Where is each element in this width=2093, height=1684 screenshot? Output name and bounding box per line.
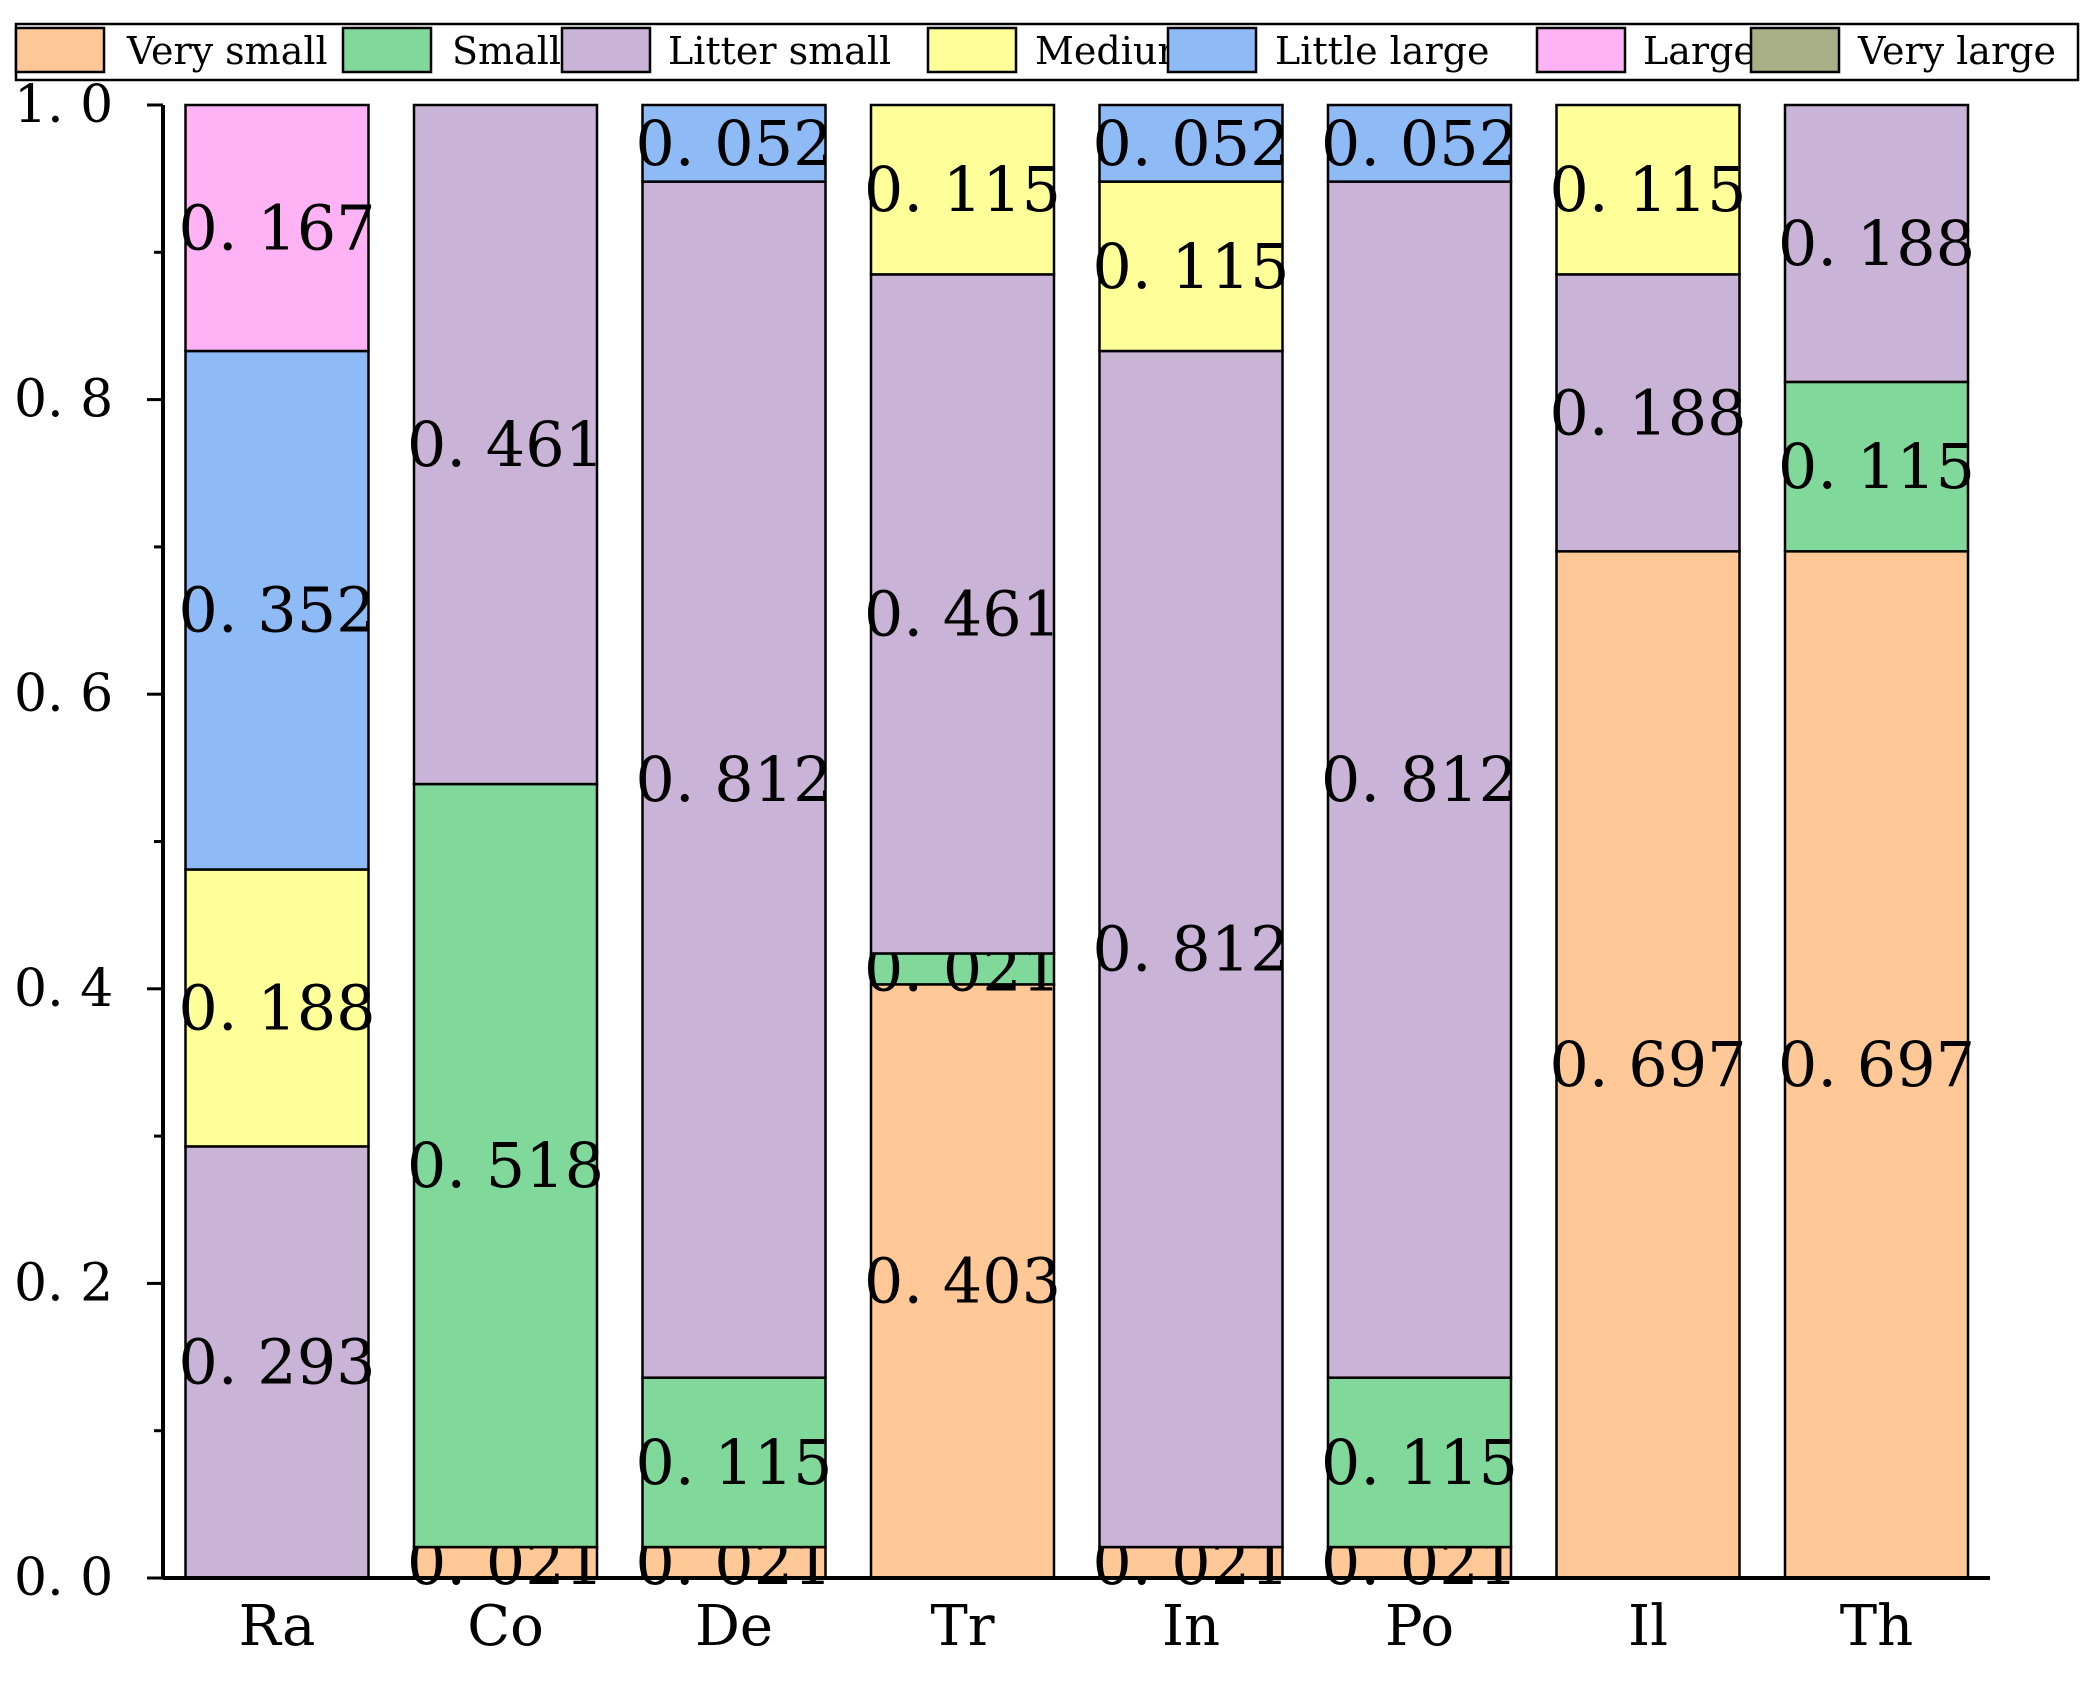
legend-swatch [1749, 26, 1841, 74]
bar-segment-po-small [1326, 1376, 1513, 1549]
y-tick-label: 0. 6 [14, 664, 113, 724]
bar-segment-il-medium [1555, 103, 1741, 276]
data-label: 0. 115 [1778, 430, 1975, 503]
data-label: 0. 461 [407, 408, 604, 481]
legend-item-little-large: Little large [1166, 26, 1489, 74]
x-tick-label-ra: Ra [239, 1594, 316, 1659]
bar-segment-de-small [641, 1376, 827, 1549]
legend-swatch [560, 26, 652, 74]
bar-segment-in-medium [1098, 180, 1284, 353]
data-label: 0. 812 [635, 743, 832, 816]
data-label: 0. 115 [1321, 1426, 1518, 1499]
legend: Very small Small Litter small Medium Little … [14, 22, 2080, 82]
data-label: 0. 115 [1092, 230, 1289, 303]
data-label: 0. 461 [864, 577, 1061, 650]
legend-swatch [341, 26, 433, 74]
y-tick-label: 0. 8 [14, 370, 113, 430]
bar-segment-po-little-large [1326, 103, 1513, 183]
data-label: 0. 293 [178, 1326, 375, 1399]
x-tick-label-th: Th [1840, 1594, 1913, 1659]
data-label: 0. 697 [1549, 1028, 1746, 1101]
legend-label: Small [452, 29, 561, 73]
data-label: 0. 697 [1778, 1028, 1975, 1101]
legend-swatch [1535, 26, 1627, 74]
x-tick-label-in: In [1162, 1594, 1220, 1659]
x-tick-label-co: Co [467, 1594, 544, 1659]
bar-segment-co-litter-small [412, 103, 599, 786]
legend-item-very-large: Very large [1749, 26, 2056, 74]
legend-label: Very small [126, 29, 328, 73]
bar-segment-tr-very-small [869, 983, 1056, 1580]
bar-segment-il-litter-small [1555, 273, 1741, 553]
data-label: 0. 812 [1092, 913, 1289, 986]
axes: 0. 0 0. 2 0. 4 0. 6 0. 8 1. 0 Ra Co De Tr In Po Il Th [14, 75, 1990, 1659]
data-label: 0. 188 [1549, 376, 1746, 449]
bar-segment-il-very-small [1555, 550, 1741, 1580]
data-label: 0. 403 [864, 1245, 1061, 1318]
data-label: 0. 052 [1321, 107, 1518, 180]
legend-item-large: Large [1535, 26, 1756, 74]
bar-segment-ra-little-large [184, 349, 370, 871]
y-tick-label: 0. 4 [14, 959, 113, 1019]
bar-group-ra: 0. 293 0. 188 0. 352 0. 167 [178, 103, 376, 1580]
legend-label: Litter small [668, 29, 891, 73]
bar-segment-co-small [412, 782, 599, 1549]
legend-swatch [14, 26, 106, 74]
bar-segment-tr-litter-small [869, 273, 1056, 955]
bar-segment-in-litter-small [1098, 349, 1284, 1549]
bar-segment-th-small [1783, 380, 1970, 553]
x-tick-label-de: De [695, 1594, 773, 1659]
legend-item-very-small: Very small [14, 26, 328, 74]
y-tick-label: 1. 0 [14, 75, 113, 135]
bar-segment-tr-small [869, 952, 1056, 986]
legend-item-small: Small [341, 26, 561, 74]
data-label: 0. 352 [178, 574, 375, 647]
bar-segment-po-very-small [1326, 1545, 1513, 1580]
data-label: 0. 188 [178, 971, 375, 1044]
bar-segment-ra-large [184, 103, 370, 353]
legend-label: Large [1643, 29, 1756, 73]
x-tick-label-il: Il [1628, 1594, 1668, 1659]
data-label: 0. 052 [635, 107, 832, 180]
legend-item-medium: Medium [926, 26, 1193, 74]
data-label: 0. 167 [178, 191, 375, 264]
y-tick-label: 0. 2 [14, 1253, 113, 1313]
legend-item-litter-small: Litter small [560, 26, 891, 74]
bar-segment-ra-medium [184, 868, 370, 1148]
x-tick-label-tr: Tr [930, 1594, 994, 1659]
bar-group-th: 0. 697 0. 115 0. 188 [1778, 103, 1975, 1580]
bar-segment-th-litter-small [1783, 103, 1970, 384]
bar-group-il: 0. 697 0. 188 0. 115 [1549, 103, 1747, 1580]
data-label: 0. 115 [864, 153, 1061, 226]
bar-segment-po-litter-small [1326, 180, 1513, 1379]
legend-swatch [1166, 26, 1258, 74]
data-label: 0. 115 [1549, 153, 1746, 226]
legend-swatch [926, 26, 1018, 74]
data-label: 0. 115 [635, 1426, 832, 1499]
data-label: 0. 052 [1092, 107, 1289, 180]
data-label: 0. 188 [1778, 207, 1975, 280]
data-label: 0. 518 [407, 1129, 604, 1202]
y-tick-label: 0. 0 [14, 1548, 113, 1608]
bar-segment-tr-medium [869, 103, 1056, 276]
bar-segment-in-very-small [1098, 1545, 1284, 1580]
data-label: 0. 812 [1321, 743, 1518, 816]
bar-segment-th-very-small [1783, 550, 1970, 1580]
legend-label: Very large [1857, 29, 2056, 73]
bar-segment-in-little-large [1098, 103, 1284, 183]
bar-segment-de-little-large [641, 103, 827, 183]
legend-label: Little large [1275, 29, 1489, 73]
x-tick-label-po: Po [1385, 1594, 1454, 1659]
